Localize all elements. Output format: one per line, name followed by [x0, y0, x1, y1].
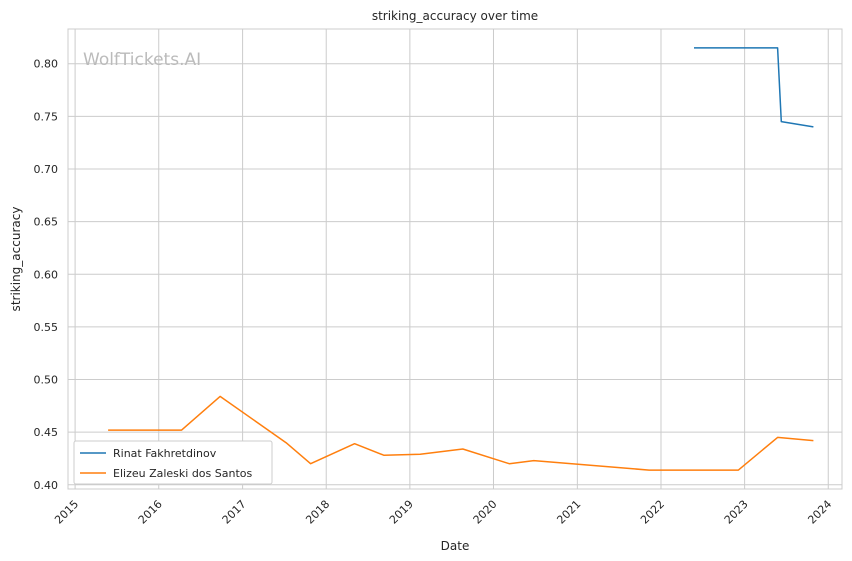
x-tick-label: 2019	[387, 498, 416, 527]
y-gridlines	[68, 63, 842, 486]
series-line-1	[108, 395, 814, 471]
y-tick-label: 0.80	[34, 58, 59, 71]
y-tick-label: 0.70	[34, 163, 59, 176]
legend-label-elizeu: Elizeu Zaleski dos Santos	[113, 467, 253, 480]
x-tick-label: 2024	[805, 498, 834, 527]
y-tick-label: 0.40	[34, 479, 59, 492]
y-tick-label: 0.50	[34, 374, 59, 387]
x-tick-label: 2021	[554, 498, 583, 527]
x-tick-label: 2015	[52, 498, 81, 527]
y-tick-label: 0.75	[34, 110, 59, 123]
x-tick-labels: 2015 2016 2017 2018 2019 2020 2021 2022 2023 2024	[52, 498, 834, 527]
x-tick-label: 2020	[471, 498, 500, 527]
x-tick-label: 2023	[722, 498, 751, 527]
legend-box	[73, 440, 273, 485]
x-gridlines	[74, 29, 829, 489]
legend-label-rinat: Rinat Fakhretdinov	[113, 447, 217, 460]
series-lines	[108, 47, 814, 471]
legend: Rinat Fakhretdinov Elizeu Zaleski dos Sa…	[73, 440, 273, 485]
chart-title: striking_accuracy over time	[372, 9, 538, 23]
y-axis-label: striking_accuracy	[9, 207, 23, 312]
y-tick-label: 0.65	[34, 216, 59, 229]
x-tick-label: 2018	[303, 498, 332, 527]
plot-area	[67, 28, 843, 490]
y-tick-label: 0.60	[34, 268, 59, 281]
y-tick-label: 0.45	[34, 426, 59, 439]
x-tick-label: 2022	[638, 498, 667, 527]
series-line-0	[694, 47, 814, 128]
x-tick-label: 2016	[136, 498, 165, 527]
y-tick-labels: 0.40 0.45 0.50 0.55 0.60 0.65 0.70 0.75 0.80	[34, 58, 59, 492]
x-tick-label: 2017	[220, 498, 249, 527]
y-tick-label: 0.55	[34, 321, 59, 334]
x-axis-label: Date	[441, 539, 470, 553]
watermark: WolfTickets.AI	[83, 50, 201, 70]
